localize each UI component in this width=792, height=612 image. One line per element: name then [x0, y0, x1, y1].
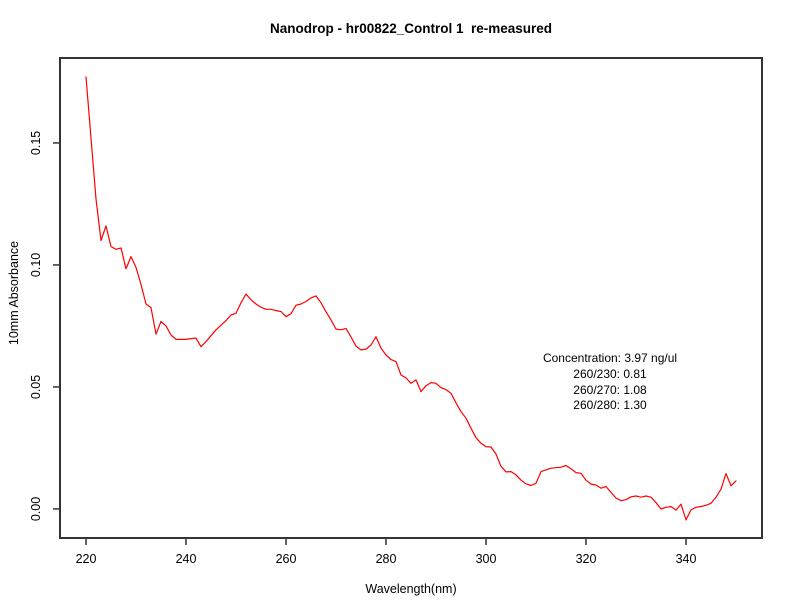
x-tick-label: 320: [576, 552, 597, 566]
spectrum-curve: [85, 76, 737, 521]
plot-title: Nanodrop - hr00822_Control 1 re-measured: [269, 21, 553, 36]
plot-box: [59, 57, 763, 539]
x-tick-label: 260: [276, 552, 297, 566]
annotation-ratio-260-280: 260/280: 1.30: [573, 398, 647, 413]
annotation-concentration: Concentration: 3.97 ng/ul: [542, 351, 678, 365]
x-tick-label: 220: [76, 552, 97, 566]
x-tick-label: 300: [476, 552, 497, 566]
annotation-ratio-260-230: 260/230: 0.81: [573, 366, 647, 381]
y-tick-label: 0.05: [29, 375, 43, 399]
y-tick-label: 0.15: [29, 131, 43, 155]
y-tick-label: 0.00: [29, 497, 43, 521]
annotation-block: Concentration: 3.97 ng/ul 260/230: 0.81 …: [543, 351, 677, 414]
x-tick-label: 340: [676, 552, 697, 566]
y-tick-label: 0.10: [29, 253, 43, 277]
annotation-ratio-260-270: 260/270: 1.08: [573, 382, 647, 397]
x-tick-label: 280: [376, 552, 397, 566]
y-axis-title: 10mm Absorbance: [7, 240, 21, 346]
x-tick-label: 240: [176, 552, 197, 566]
x-axis-title: Wavelength(nm): [365, 582, 457, 596]
